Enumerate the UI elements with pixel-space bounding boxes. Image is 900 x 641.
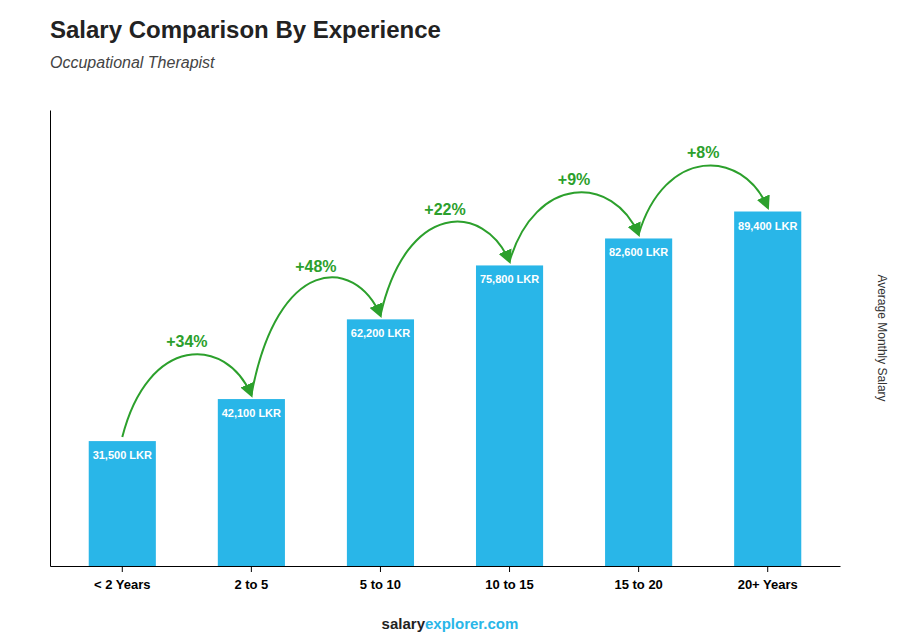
x-tick-mark bbox=[380, 566, 381, 572]
x-tick-label: 5 to 10 bbox=[360, 577, 401, 592]
data-label: 62,200 LKR bbox=[351, 327, 410, 339]
title: Salary Comparison By Experience bbox=[50, 16, 441, 43]
x-tick: 15 to 20 bbox=[614, 566, 662, 592]
plot: < 2 Years 2 to 5 5 to 10 10 to 15 15 to 20 20… bbox=[51, 111, 841, 593]
annotation: +22% bbox=[424, 201, 465, 218]
caption: salaryexplorer.com bbox=[382, 615, 519, 632]
x-tick-label: 15 to 20 bbox=[614, 577, 662, 592]
bar bbox=[347, 319, 414, 566]
bar bbox=[89, 441, 156, 566]
annotations: +34% +48% +22% +9% +8% bbox=[122, 144, 767, 437]
arc-arrow bbox=[510, 192, 639, 261]
bar bbox=[734, 212, 801, 566]
bar bbox=[605, 238, 672, 566]
arc-arrow bbox=[251, 277, 380, 395]
x-tick-mark bbox=[251, 566, 252, 572]
y-axis bbox=[50, 111, 51, 567]
arc-arrow bbox=[639, 165, 768, 234]
arc-arrow bbox=[380, 222, 509, 316]
x-tick: 2 to 5 bbox=[234, 566, 268, 592]
data-label: 82,600 LKR bbox=[609, 246, 668, 258]
data-label: 31,500 LKR bbox=[93, 449, 152, 461]
y-axis-title: Average Monthly Salary bbox=[875, 274, 889, 401]
chart-container: Salary Comparison By Experience Occupatio… bbox=[0, 0, 900, 641]
x-axis-line bbox=[51, 566, 841, 567]
arc-arrow bbox=[122, 354, 251, 437]
x-tick-label: 10 to 15 bbox=[485, 577, 533, 592]
data-label: 42,100 LKR bbox=[222, 407, 281, 419]
x-tick-mark bbox=[767, 566, 768, 572]
caption-part: explorer.com bbox=[425, 615, 518, 632]
chart-svg: Salary Comparison By Experience Occupatio… bbox=[0, 0, 900, 641]
annotation: +9% bbox=[558, 171, 590, 188]
x-tick: < 2 Years bbox=[94, 566, 151, 592]
annotation: +34% bbox=[166, 333, 207, 350]
x-tick-label: 2 to 5 bbox=[234, 577, 268, 592]
subtitle: Occupational Therapist bbox=[50, 54, 215, 71]
caption-part: salary bbox=[382, 615, 426, 632]
x-tick: 5 to 10 bbox=[360, 566, 401, 592]
annotation: +48% bbox=[295, 258, 336, 275]
data-labels: 31,500 LKR 42,100 LKR 62,200 LKR 75,800 LKR… bbox=[93, 220, 798, 462]
data-label: 75,800 LKR bbox=[480, 273, 539, 285]
x-tick-label: 20+ Years bbox=[738, 577, 798, 592]
bars bbox=[89, 212, 802, 566]
x-axis: < 2 Years 2 to 5 5 to 10 10 to 15 15 to 20 20… bbox=[51, 566, 841, 592]
x-tick: 10 to 15 bbox=[485, 566, 533, 592]
x-tick-mark bbox=[122, 566, 123, 572]
x-tick: 20+ Years bbox=[738, 566, 798, 592]
x-tick-mark bbox=[509, 566, 510, 572]
y-axis-line bbox=[50, 111, 51, 567]
x-tick-mark bbox=[638, 566, 639, 572]
annotation: +8% bbox=[687, 144, 719, 161]
data-label: 89,400 LKR bbox=[738, 220, 797, 232]
bar bbox=[218, 399, 285, 566]
x-tick-label: < 2 Years bbox=[94, 577, 151, 592]
bar bbox=[476, 265, 543, 566]
